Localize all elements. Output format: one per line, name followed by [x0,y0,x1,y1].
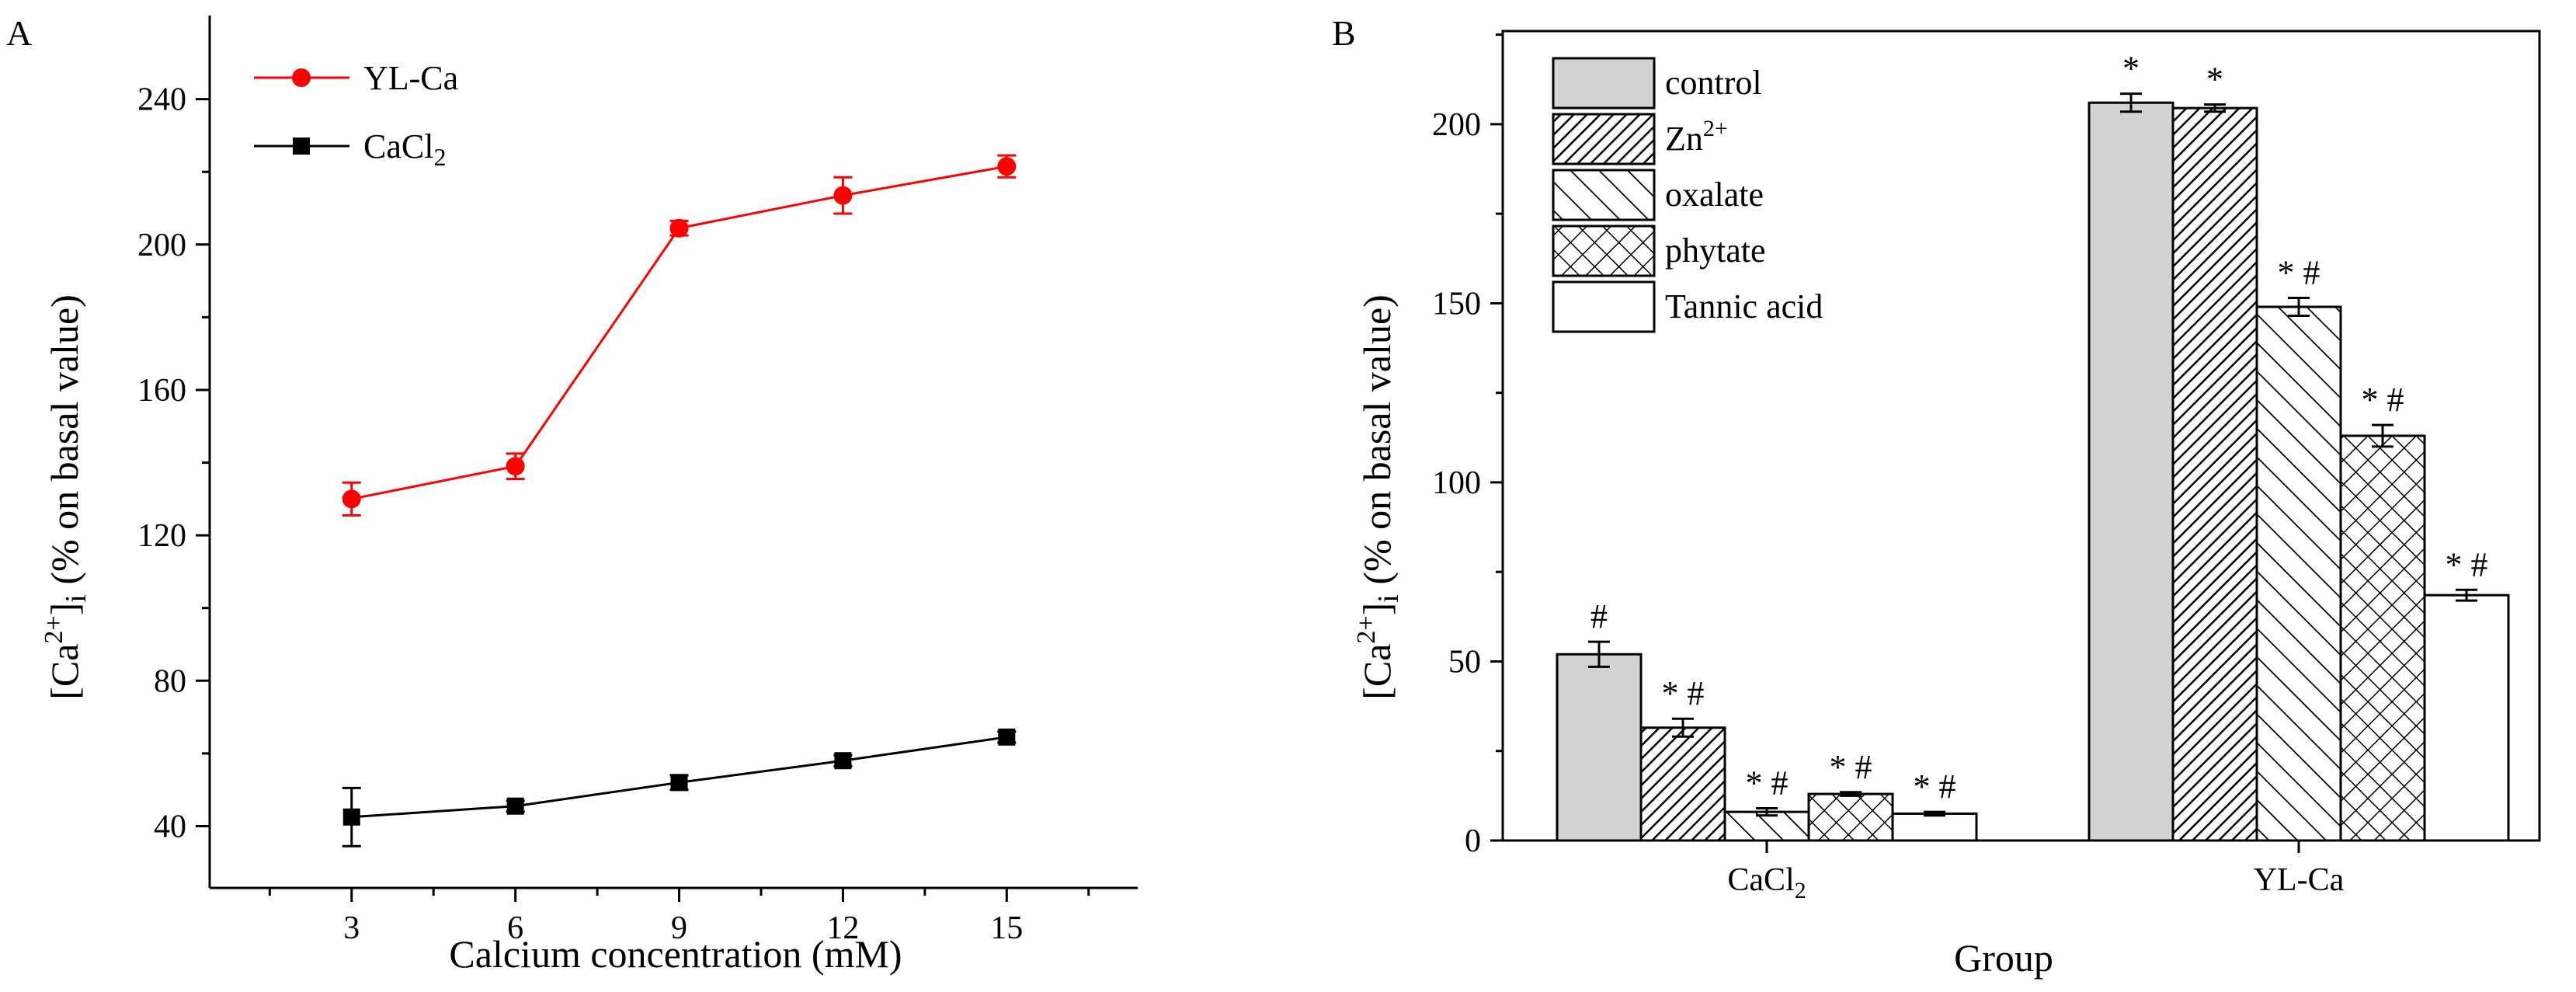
y-tick-label-b: 100 [1432,465,1481,501]
x-tick-label-a: 15 [990,910,1023,946]
significance-label: * [2122,50,2140,88]
significance-label: * # [1662,674,1705,712]
y-tick-label-a: 160 [137,373,186,409]
legend-a: YL-Ca CaCl2 [254,59,458,171]
plot-frame-b [1501,30,2541,842]
bar [1807,792,1894,842]
x-tick-label-a: 6 [507,910,523,946]
legend-b: control Zn2+ oxalate phytate Tannic acid [1552,57,1823,333]
significance-label: * # [2446,545,2488,583]
y-tick-label-a: 200 [137,228,186,263]
legend-label: phytate [1665,231,1766,270]
bar [2423,593,2510,842]
y-tick-label-a: 40 [154,809,186,844]
significance-label: * # [1830,748,1872,786]
bar [2088,101,2174,842]
significance-label: * [2206,61,2223,99]
bar [1639,726,1726,842]
legend-swatch [1552,280,1656,333]
y-tick-label-b: 200 [1432,107,1481,143]
y-tick-label-b: 50 [1448,644,1481,680]
bar [1556,653,1643,842]
significance-label: * # [2278,253,2320,291]
panel-label-a: A [6,13,32,53]
bar [1891,812,1978,842]
legend-label: Zn2+ [1665,116,1728,158]
legend-label: Tannic acid [1665,287,1823,325]
line-chart-panel-a: 40 80 120 160 200 240 3 6 9 12 15 YL-Ca CaCl2 Calci… [40,16,1138,976]
legend-swatch [1552,169,1656,221]
legend-label: CaCl2 [363,127,446,171]
y-tick-label-a: 120 [137,518,186,554]
significance-label: * # [2362,381,2404,419]
legend-marker-circle [292,68,311,87]
data-point-square [670,774,688,792]
legend-label: control [1665,64,1762,102]
y-axis-title-a: [Ca2+]i (% on basal value) [40,294,92,700]
x-tick-label-a: 9 [671,910,687,946]
bar-chart-panel-b: 0 50 100 150 200 CaCl2 YL-Ca # * * # * * # * # * # * … [1352,30,2541,980]
x-tick-label-a: 3 [343,910,360,946]
series-line-yl-ca [351,165,1007,500]
data-point-circle [342,489,361,509]
data-point-square [998,728,1016,746]
legend-label: oxalate [1665,176,1764,214]
y-tick-label-b: 150 [1432,286,1481,322]
series-b: # * * # * * # * # * # * # * # * # [1556,50,2510,842]
x-axis-title-b: Group [1954,936,2053,980]
x-tick-label-b: YL-Ca [2254,862,2345,898]
bar [2339,434,2426,842]
legend-marker-square [293,137,310,155]
legend-swatch [1552,57,1656,110]
data-point-square [342,808,360,826]
legend-swatch [1552,225,1656,277]
significance-label: # [1590,597,1608,635]
bar [2171,106,2258,842]
data-point-circle [506,457,525,476]
significance-label: * # [1914,767,1956,806]
legend-label: YL-Ca [363,59,458,97]
x-tick-label-a: 12 [826,910,859,946]
x-axis-title-a: Calcium concentration (mM) [449,932,902,976]
y-tick-label-a: 240 [137,82,186,118]
data-point-circle [833,186,853,205]
significance-label: * # [1746,764,1789,802]
x-tick-label-b: CaCl2 [1727,862,1806,903]
y-tick-label-b: 0 [1465,823,1481,859]
data-point-square [834,752,852,770]
panel-label-b: B [1332,13,1356,53]
axes-a: 40 80 120 160 200 240 3 6 9 12 15 [137,16,1138,946]
y-tick-label-a: 80 [154,663,186,699]
axes-b: 0 50 100 150 200 CaCl2 YL-Ca [1432,30,2541,903]
legend-swatch [1552,113,1656,165]
bar [2255,305,2342,842]
y-axis-title-b: [Ca2+]i (% on basal value) [1352,294,1405,700]
data-point-circle [997,157,1017,176]
data-point-square [506,797,524,815]
data-point-circle [669,218,689,238]
series-a [342,154,1017,848]
